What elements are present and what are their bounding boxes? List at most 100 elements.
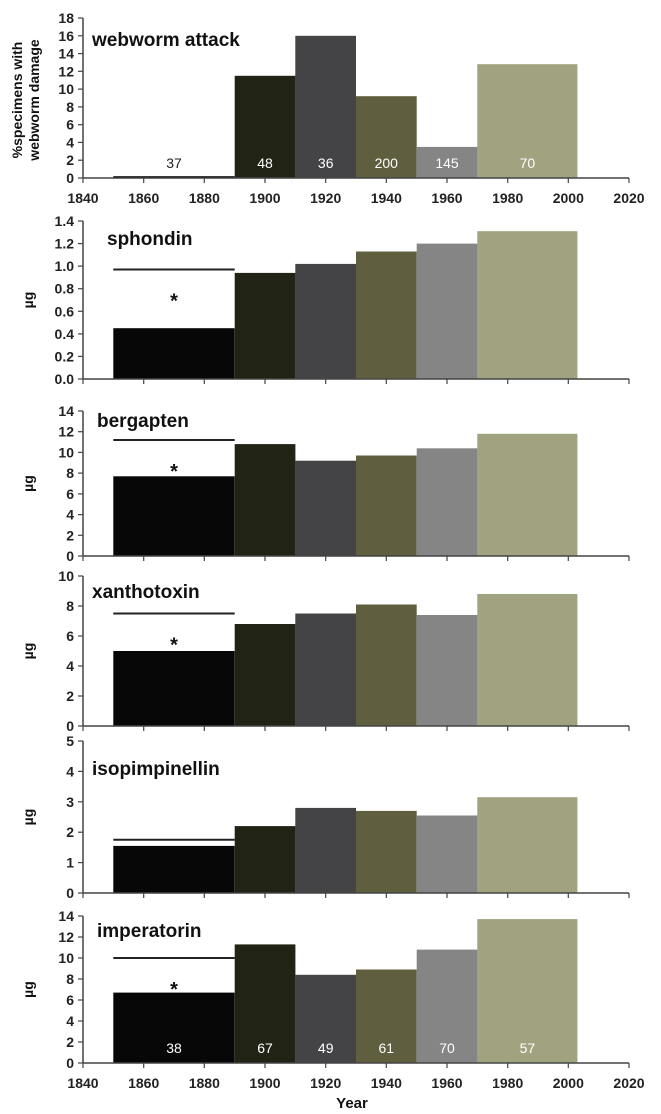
x-tick-label: 1900 xyxy=(249,1075,280,1091)
x-tick-label: 1860 xyxy=(128,1075,159,1091)
bar-6-4 xyxy=(356,969,417,1063)
bar-3-1 xyxy=(113,476,235,557)
y-tick-label: 2 xyxy=(66,1034,74,1050)
x-tick-label: 2000 xyxy=(553,1075,584,1091)
sample-size-label: 36 xyxy=(318,155,334,171)
y-tick-label: 8 xyxy=(66,99,74,115)
y-axis-label-line: webworm damage xyxy=(26,39,42,162)
panel-title: xanthotoxin xyxy=(92,582,200,603)
bar-4-1 xyxy=(113,651,235,726)
x-tick-label: 1900 xyxy=(249,190,280,206)
bar-2-2 xyxy=(234,272,296,379)
y-tick-label: 18 xyxy=(58,10,74,26)
bar-3-5 xyxy=(416,448,478,556)
y-tick-label: 0 xyxy=(66,548,74,564)
bar-1-4 xyxy=(356,96,417,178)
y-tick-label: 6 xyxy=(66,486,74,502)
y-axis-label: µg xyxy=(20,981,36,998)
y-tick-label: 2 xyxy=(66,824,74,840)
panel-title: imperatorin xyxy=(97,921,202,942)
bar-3-2 xyxy=(234,444,296,556)
y-tick-label: 10 xyxy=(58,950,74,966)
significance-marker: * xyxy=(170,979,178,1001)
y-tick-label: 12 xyxy=(58,63,74,79)
y-tick-label: 4 xyxy=(66,658,74,674)
y-tick-label: 14 xyxy=(58,908,74,924)
sample-size-label: 67 xyxy=(257,1040,273,1056)
significance-marker: * xyxy=(170,291,178,313)
sample-size-label: 145 xyxy=(435,155,459,171)
bar-6-2 xyxy=(234,944,296,1063)
bar-4-3 xyxy=(295,613,356,726)
y-tick-label: 0 xyxy=(66,1055,74,1071)
sample-size-label: 49 xyxy=(318,1040,334,1056)
y-axis-label: µg xyxy=(20,292,36,309)
x-tick-label: 1960 xyxy=(431,1075,462,1091)
bar-2-1 xyxy=(113,328,235,379)
x-tick-label: 1880 xyxy=(189,190,220,206)
y-tick-label: 4 xyxy=(66,507,74,523)
y-tick-label: 0 xyxy=(66,885,74,901)
x-tick-label: 1840 xyxy=(67,190,98,206)
y-tick-label: 2 xyxy=(66,688,74,704)
y-tick-label: 6 xyxy=(66,628,74,644)
bar-1-3 xyxy=(295,35,356,178)
sample-size-label: 70 xyxy=(520,155,536,171)
y-tick-label: 1 xyxy=(66,855,74,871)
bar-5-3 xyxy=(295,807,356,893)
sample-size-label: 200 xyxy=(375,155,399,171)
panel-title: sphondin xyxy=(107,229,192,250)
x-tick-label: 1920 xyxy=(310,1075,341,1091)
bar-4-2 xyxy=(234,624,296,726)
bar-6-6 xyxy=(477,919,578,1063)
y-tick-label: 1.2 xyxy=(55,236,75,252)
panel-title: webworm attack xyxy=(91,30,240,51)
y-tick-label: 4 xyxy=(66,1013,74,1029)
panel-title: bergapten xyxy=(97,411,189,432)
y-axis-label: µg xyxy=(20,475,36,492)
bar-2-6 xyxy=(477,231,578,379)
y-tick-label: 0.0 xyxy=(55,371,75,387)
bar-5-1 xyxy=(113,845,235,893)
sample-size-label: 70 xyxy=(439,1040,455,1056)
bar-1-6 xyxy=(477,64,578,178)
y-tick-label: 16 xyxy=(58,28,74,44)
sample-size-label: 48 xyxy=(257,155,273,171)
y-axis-label: µg xyxy=(20,643,36,660)
y-axis-label-line: %specimens with xyxy=(9,42,25,159)
y-tick-label: 1.0 xyxy=(55,258,75,274)
y-tick-label: 10 xyxy=(58,81,74,97)
y-tick-label: 0.2 xyxy=(55,348,75,364)
x-tick-label: 2020 xyxy=(613,1075,644,1091)
sample-size-label: 61 xyxy=(379,1040,395,1056)
bar-5-4 xyxy=(356,810,417,893)
y-tick-label: 1.4 xyxy=(55,213,75,229)
bar-3-3 xyxy=(295,460,356,556)
bar-5-6 xyxy=(477,797,578,893)
bar-5-5 xyxy=(416,815,478,893)
y-tick-label: 5 xyxy=(66,733,74,749)
y-tick-label: 3 xyxy=(66,794,74,810)
y-axis-label: µg xyxy=(20,809,36,826)
sample-size-label: 37 xyxy=(166,155,182,171)
x-axis-label: Year xyxy=(336,1095,368,1112)
x-tick-label: 1860 xyxy=(128,190,159,206)
y-tick-label: 14 xyxy=(58,403,74,419)
x-tick-label: 1840 xyxy=(67,1075,98,1091)
x-tick-label: 2020 xyxy=(613,190,644,206)
y-tick-label: 10 xyxy=(58,444,74,460)
bar-1-2 xyxy=(234,75,296,178)
bar-4-4 xyxy=(356,604,417,726)
y-tick-label: 6 xyxy=(66,992,74,1008)
y-tick-label: 14 xyxy=(58,46,74,62)
y-tick-label: 2 xyxy=(66,152,74,168)
x-tick-label: 1960 xyxy=(431,190,462,206)
bar-2-5 xyxy=(416,243,478,379)
bar-3-4 xyxy=(356,455,417,556)
y-tick-label: 6 xyxy=(66,117,74,133)
bar-3-6 xyxy=(477,433,578,556)
y-tick-label: 4 xyxy=(66,134,74,150)
y-tick-label: 8 xyxy=(66,971,74,987)
x-tick-label: 1940 xyxy=(371,190,402,206)
